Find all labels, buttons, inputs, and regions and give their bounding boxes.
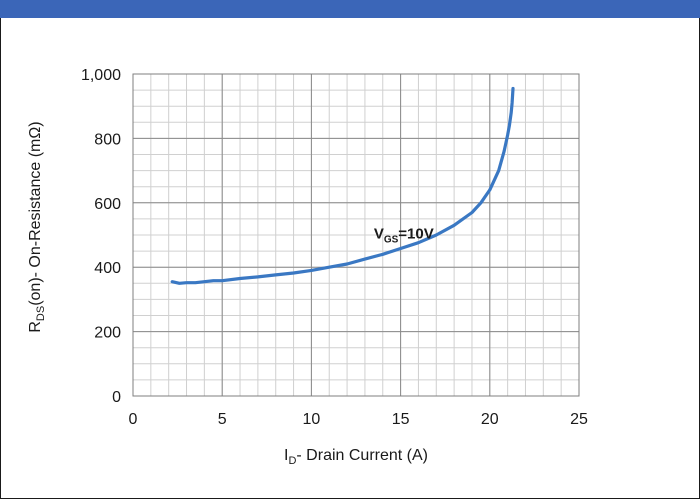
y-tick-label: 400 [94,260,121,277]
x-axis-label: ID- Drain Current (A) [284,447,428,467]
x-tick-label: 10 [303,411,321,428]
y-axis-label-sub: DS [35,306,47,321]
y-axis-ticks: 0 200 400 600 800 1,000 [81,67,121,406]
x-axis-ticks: 0 5 10 15 20 25 [129,411,588,428]
annotation-main: V [374,226,384,243]
minor-grid [132,73,580,397]
y-axis-label-main: R [27,321,44,333]
x-tick-label: 25 [570,411,588,428]
x-axis-label-main: I [284,447,288,464]
annotation-rest: =10V [398,226,433,243]
x-tick-label: 0 [129,411,138,428]
x-axis-label-rest: - Drain Current (A) [296,447,428,464]
header-bar [0,0,700,18]
x-tick-label: 20 [481,411,499,428]
x-tick-label: 15 [392,411,410,428]
y-tick-label: 800 [94,131,121,148]
y-axis-label-rest: (on)- On-Resistance (mΩ) [27,121,44,305]
y-tick-label: 0 [112,389,121,406]
plot-area [132,73,580,397]
y-tick-label: 200 [94,325,121,342]
x-tick-label: 5 [218,411,227,428]
y-tick-label: 600 [94,196,121,213]
y-axis-label: RDS(on)- On-Resistance (mΩ) [27,121,47,332]
x-axis-label-sub: D [288,455,296,467]
series-line [170,86,515,285]
annotation-sub: GS [384,235,399,246]
vgs-annotation: VGS=10V [374,226,434,246]
y-tick-label: 1,000 [81,67,121,84]
